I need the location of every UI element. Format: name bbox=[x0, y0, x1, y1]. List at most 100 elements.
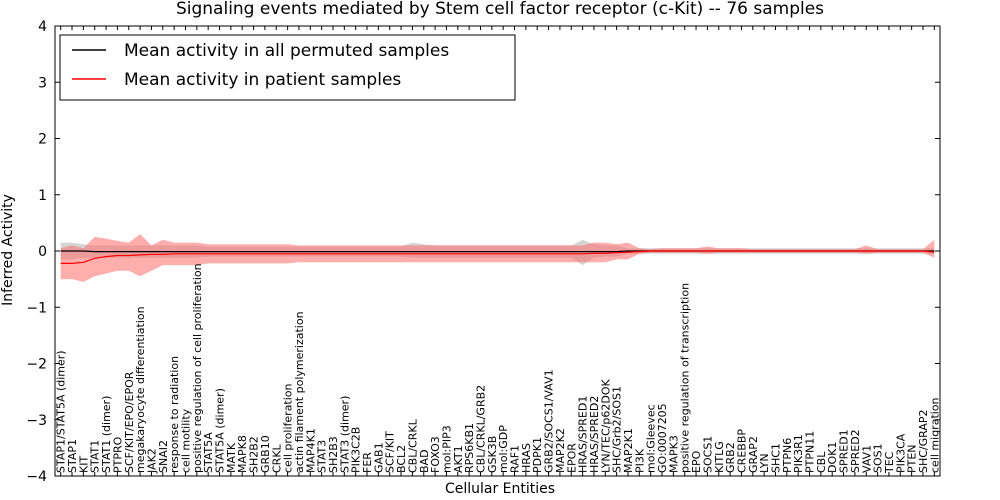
y-tick-label: 3 bbox=[38, 75, 47, 91]
x-category-label: positive regulation of transcription bbox=[679, 283, 692, 473]
x-category-label: DOK1 bbox=[826, 442, 839, 473]
x-category-label: RPS6KB1 bbox=[463, 423, 476, 473]
y-axis-title: Inferred Activity bbox=[0, 194, 16, 306]
x-category-label: PIK3R1 bbox=[792, 434, 805, 473]
x-category-label: SH2B3 bbox=[327, 436, 340, 473]
x-category-label: HRAS/SPRED2 bbox=[588, 396, 601, 473]
x-category-label: MAP2K1 bbox=[622, 428, 635, 473]
x-category-label: BAD bbox=[418, 449, 431, 473]
x-category-label: SOS1 bbox=[872, 443, 885, 473]
x-axis-title: Cellular Entities bbox=[445, 481, 555, 497]
x-category-label: STAT3 (dimer) bbox=[338, 396, 351, 473]
x-category-label: GRAP2 bbox=[747, 436, 760, 473]
x-category-label: PTPN6 bbox=[781, 438, 794, 473]
x-category-label: EPO bbox=[690, 450, 703, 473]
x-category-label: SHC/GRAP2 bbox=[917, 409, 930, 473]
x-category-label: GRB2/SOCS1/VAV1 bbox=[543, 369, 556, 473]
y-tick-label: −2 bbox=[26, 357, 47, 373]
chart-title: Signaling events mediated by Stem cell f… bbox=[176, 0, 824, 19]
x-category-label: PIK3C2B bbox=[350, 427, 363, 473]
x-category-label: SCF/KIT/EPO/EPOR bbox=[123, 371, 136, 473]
x-category-label: FER bbox=[361, 452, 374, 473]
x-category-label: PI3K bbox=[633, 448, 646, 473]
x-category-label: MAP2K2 bbox=[554, 428, 567, 473]
x-category-label: SHC/Grb2/SOS1 bbox=[611, 386, 624, 473]
x-category-label: STAT1 (dimer) bbox=[100, 396, 113, 473]
x-category-label: SOCS1 bbox=[701, 436, 714, 473]
y-tick-label: 1 bbox=[38, 188, 47, 204]
x-category-label: CBL/CRKL/GRB2 bbox=[475, 385, 488, 473]
x-category-label: HRAS/SPRED1 bbox=[577, 396, 590, 473]
legend-label-patient: Mean activity in patient samples bbox=[124, 70, 401, 90]
y-tick-label: −3 bbox=[26, 413, 47, 429]
x-category-label: MATK bbox=[225, 442, 238, 473]
x-category-label: CREBBP bbox=[735, 429, 748, 473]
x-category-label: STAP1 bbox=[66, 439, 79, 473]
x-category-label: GRB10 bbox=[259, 435, 272, 473]
x-category-label: megakaryocyte differentiation bbox=[134, 306, 147, 473]
x-category-label: GO:0007205 bbox=[656, 403, 669, 473]
x-category-label: LYN/TEC/p62DOK bbox=[599, 379, 612, 473]
x-category-label: SPRED2 bbox=[849, 429, 862, 473]
x-category-label: response to radiation bbox=[168, 356, 181, 473]
x-category-label: CRKL bbox=[270, 443, 283, 473]
y-tick-label: 4 bbox=[38, 19, 47, 35]
x-category-label: cell migration bbox=[928, 397, 941, 473]
x-category-label: mol:GDP bbox=[497, 425, 510, 473]
band-patient bbox=[60, 234, 935, 282]
x-category-label: PTEN bbox=[906, 444, 919, 473]
x-category-label: LYN bbox=[758, 453, 771, 473]
x-category-label: STAP1/STAT5A (dimer) bbox=[55, 350, 68, 473]
x-category-label: PTPN11 bbox=[804, 431, 817, 473]
x-category-label: GSK3B bbox=[486, 436, 499, 473]
x-category-label: SPRED1 bbox=[838, 429, 851, 473]
x-category-label: VAV1 bbox=[860, 445, 873, 473]
x-category-label: STAT3 bbox=[316, 440, 329, 473]
y-axis-ticks: 4 3 2 1 0 −1 −2 −3 −4 bbox=[26, 19, 940, 485]
x-category-label: PDPK1 bbox=[531, 437, 544, 473]
x-category-label: mol:PIP3 bbox=[440, 425, 453, 473]
x-category-label: actin filament polymerization bbox=[293, 311, 306, 473]
x-category-label: STAT5A (dimer) bbox=[214, 388, 227, 473]
x-category-label: CBL/CRKL bbox=[406, 418, 419, 473]
legend: Mean activity in all permuted samples Me… bbox=[59, 34, 516, 101]
x-category-label: cell proliferation bbox=[282, 383, 295, 473]
x-category-label: MAP4K1 bbox=[304, 428, 317, 473]
x-category-label: MAPK8 bbox=[236, 435, 249, 473]
x-category-label: positive regulation of cell proliferatio… bbox=[191, 263, 204, 473]
y-tick-label: 2 bbox=[38, 132, 47, 148]
y-tick-label: 0 bbox=[38, 244, 47, 260]
x-category-label: SCF/KIT bbox=[384, 431, 397, 473]
x-category-label: mol:Gleevec bbox=[645, 404, 658, 473]
x-category-label: STAT1 bbox=[89, 440, 102, 473]
x-category-label: AKT1 bbox=[452, 445, 465, 473]
x-category-label: PIK3CA bbox=[894, 433, 907, 473]
y-tick-label: −4 bbox=[26, 469, 47, 485]
x-category-label: EPOR bbox=[565, 443, 578, 473]
x-category-label: JAK2 bbox=[145, 448, 158, 474]
x-category-label: SHC1 bbox=[770, 443, 783, 473]
x-category-label: SH2B2 bbox=[248, 436, 261, 473]
y-tick-label: −1 bbox=[26, 300, 47, 316]
x-category-label: KITLG bbox=[713, 441, 726, 473]
x-category-label: STAT5A bbox=[202, 432, 215, 473]
x-category-label: TEC bbox=[883, 451, 896, 474]
x-category-label: PTPRO bbox=[111, 436, 124, 473]
series-line-patient bbox=[60, 250, 935, 264]
x-category-label: GRB2 bbox=[724, 442, 737, 473]
confidence-bands bbox=[60, 234, 935, 282]
x-category-label: GAB1 bbox=[372, 442, 385, 473]
x-category-label: FOXO3 bbox=[429, 436, 442, 473]
x-category-label: cell motility bbox=[180, 408, 193, 473]
legend-label-permuted: Mean activity in all permuted samples bbox=[124, 41, 449, 61]
x-category-label: BCL2 bbox=[395, 445, 408, 473]
x-category-label: MAPK3 bbox=[667, 435, 680, 473]
x-category-label: SNAI2 bbox=[157, 440, 170, 473]
legend-frame bbox=[59, 34, 516, 101]
series-lines bbox=[60, 250, 935, 264]
x-category-label: HRAS bbox=[520, 443, 533, 473]
x-category-label: KIT bbox=[77, 456, 90, 473]
x-category-label: CBL bbox=[815, 451, 828, 473]
